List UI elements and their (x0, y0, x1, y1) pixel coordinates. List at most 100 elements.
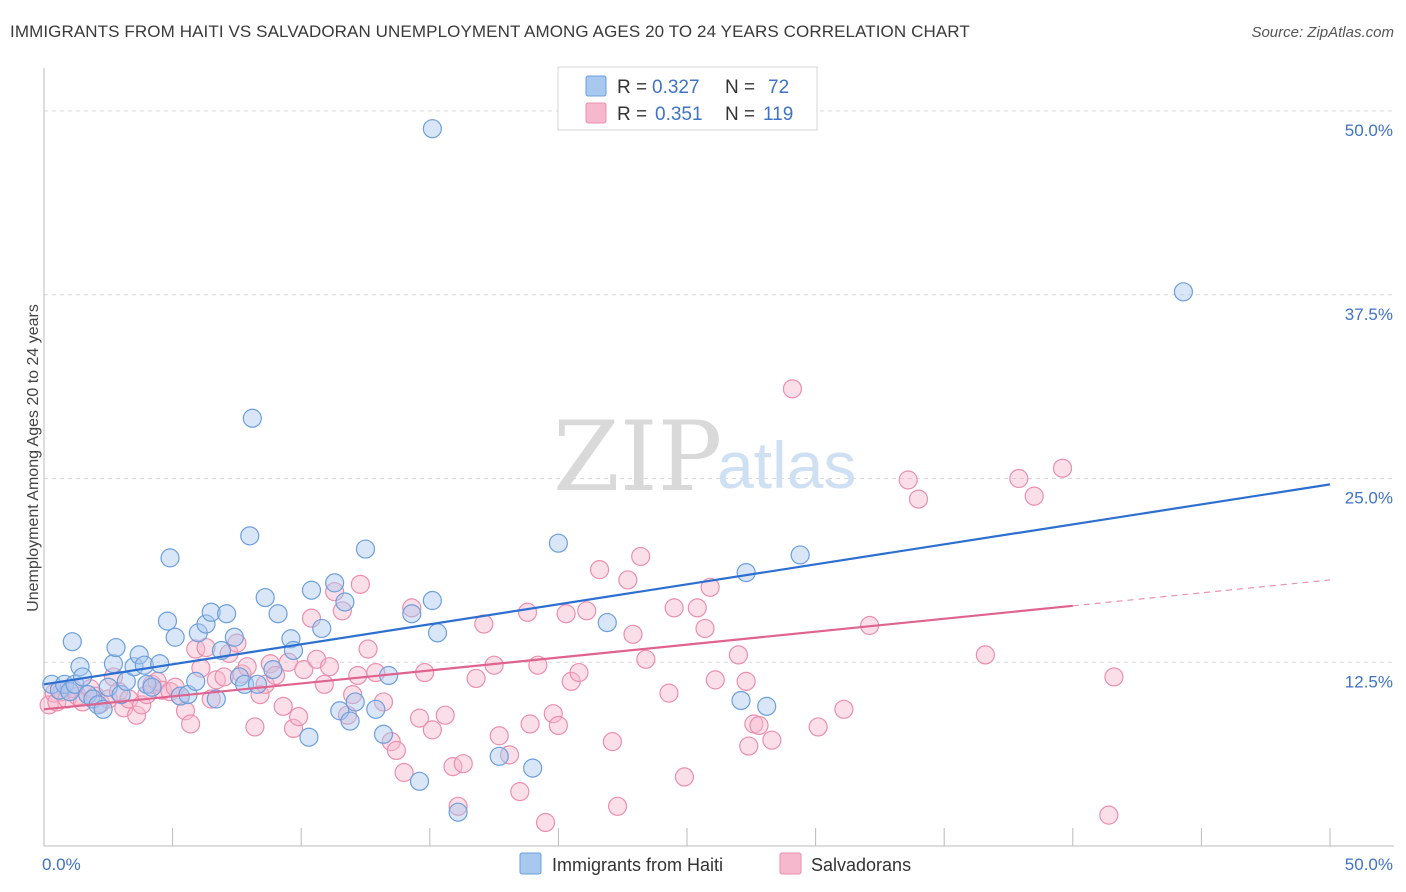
salvadoran-point (548, 715, 569, 736)
haiti-trend-line (43, 483, 1331, 686)
salvadoran-point (343, 684, 363, 705)
salvadoran-point (1104, 667, 1124, 687)
haiti-point (523, 758, 543, 778)
salvadoran-point (350, 574, 370, 594)
watermark-atlas: atlas (717, 428, 856, 502)
salvadoran-point (659, 683, 679, 703)
bottom-legend: Immigrants from Haiti Salvadorans (519, 852, 911, 875)
haiti-point (335, 592, 355, 612)
salvadoran-point (700, 577, 720, 597)
salvadoran-point (386, 740, 406, 761)
chart-title: IMMIGRANTS FROM HAITI VS SALVADORAN UNEM… (10, 22, 970, 41)
haiti-point (1173, 282, 1193, 302)
haiti-point (312, 618, 332, 639)
salvadoran-point (126, 705, 147, 725)
salvadoran-point (736, 671, 756, 691)
watermark-zip: ZIP (553, 401, 722, 513)
haiti-point (402, 604, 422, 624)
salvadoran-point (294, 660, 314, 680)
watermark: ZIP atlas (553, 401, 856, 513)
legend-r-label-1: R = (617, 77, 647, 98)
x-tick-label: 50.0% (1345, 855, 1393, 874)
haiti-point (255, 587, 275, 608)
salvadoran-point (618, 570, 638, 590)
salvadoran-point (453, 754, 473, 774)
pink-points-group (39, 379, 1124, 833)
salvadoran-point (358, 639, 378, 659)
y-tick-label: 37.5% (1345, 305, 1393, 324)
salvadoran-point (705, 670, 725, 690)
salvadoran-point (314, 674, 334, 694)
haiti-point (242, 408, 262, 428)
salvadoran-point (489, 726, 509, 746)
legend-n-label-2: N = (725, 104, 755, 125)
haiti-point (62, 632, 82, 652)
legend-box: R = 0.327 N = 72 R = 0.351 N = 119 (557, 66, 818, 131)
haiti-point (240, 526, 260, 546)
haiti-point (224, 627, 244, 647)
haiti-point (268, 604, 288, 624)
salvadoran-point (283, 718, 304, 739)
salvadoran-point (206, 670, 226, 690)
haiti-point (757, 696, 777, 716)
salvadoran-point (834, 699, 854, 719)
salvadoran-point (381, 732, 401, 752)
x-tick-labels: 0.0% 50.0% (42, 855, 1393, 874)
haiti-point (489, 746, 509, 766)
salvadoran-point (278, 652, 298, 672)
salvadoran-point (664, 598, 684, 618)
salvadoran-point (577, 601, 597, 621)
salvadoran-point (782, 379, 803, 399)
x-tick-label: 0.0% (42, 855, 81, 874)
salvadoran-point (623, 624, 643, 644)
salvadoran-point (394, 762, 414, 783)
chart-source: Source: ZipAtlas.com (1251, 24, 1394, 41)
salvadoran-point (602, 732, 623, 752)
y-tick-label: 12.5% (1345, 672, 1393, 691)
y-axis-label: Unemployment Among Ages 20 to 24 years (25, 304, 42, 612)
salvadoran-point (520, 714, 540, 734)
haiti-point (597, 612, 617, 633)
haiti-point (731, 690, 751, 711)
salvadoran-point (448, 796, 468, 816)
salvadoran-point (201, 689, 221, 709)
salvadoran-point (739, 736, 759, 756)
legend-n-value-2: 119 (763, 104, 793, 125)
haiti-point (325, 573, 345, 593)
haiti-point (790, 545, 810, 565)
salvadoran-point (373, 692, 394, 712)
salvadoran-point (402, 598, 422, 618)
salvadoran-point (569, 662, 589, 683)
legend-n-value-1: 72 (768, 77, 789, 98)
salvadoran-point (348, 665, 368, 686)
salvadoran-point (1052, 458, 1073, 478)
haiti-point (196, 614, 216, 634)
salvadoran-trend-line (43, 604, 1073, 711)
haiti-point (409, 771, 430, 791)
bottom-legend-label-haiti: Immigrants from Haiti (552, 855, 723, 875)
haiti-point (422, 590, 442, 611)
bottom-legend-swatch-pink (779, 852, 802, 875)
salvadoran-point (749, 715, 769, 736)
salvadoran-point (186, 639, 206, 659)
haiti-point (142, 677, 162, 697)
salvadoran-point (1099, 805, 1119, 825)
haiti-point (340, 711, 360, 731)
haiti-point (129, 645, 149, 665)
haiti-point (186, 671, 206, 691)
y-tick-label: 50.0% (1345, 121, 1393, 140)
salvadoran-point (535, 812, 556, 833)
salvadoran-point (517, 602, 538, 622)
haiti-point (137, 674, 157, 694)
haiti-point (299, 727, 319, 747)
salvadoran-point (543, 704, 563, 724)
haiti-point (366, 699, 386, 719)
legend-swatch-blue (585, 75, 607, 97)
salvadoran-point (898, 470, 918, 490)
salvadoran-point (245, 717, 265, 737)
trend-lines (43, 483, 1331, 711)
salvadoran-point (636, 649, 656, 669)
y-tick-label: 25.0% (1345, 489, 1393, 508)
salvadoran-point (409, 708, 430, 728)
